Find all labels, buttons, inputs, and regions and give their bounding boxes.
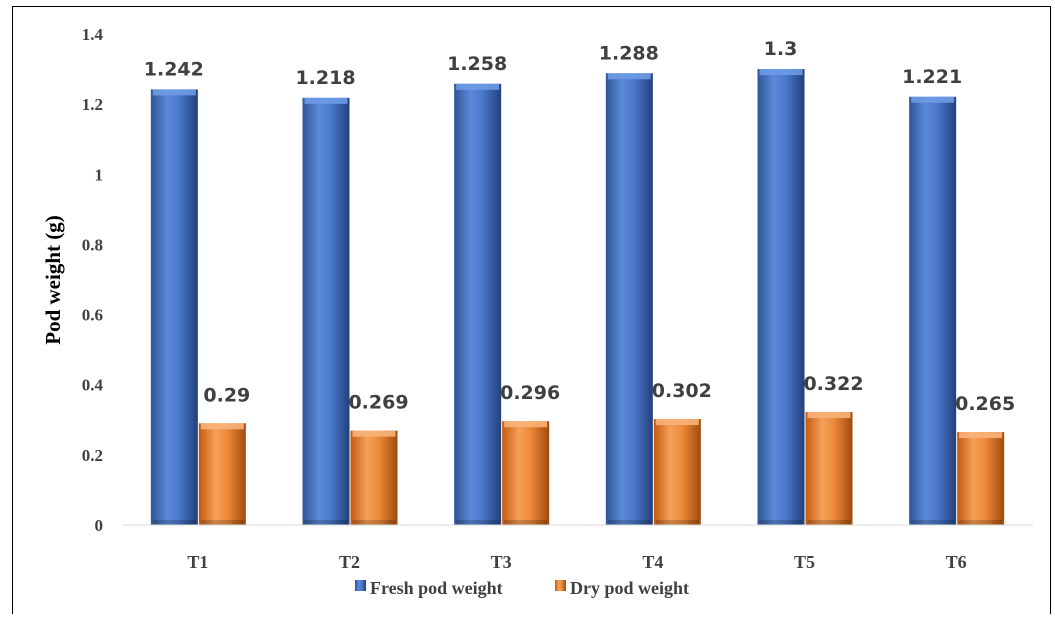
bar-top-bevel: [304, 97, 348, 104]
bar-top-bevel: [655, 419, 699, 426]
data-label: 1.242: [144, 58, 204, 80]
y-tick-label: 1.2: [82, 95, 103, 114]
bar-top-bevel: [959, 432, 1003, 439]
y-axis-label: Pod weight (g): [41, 215, 65, 345]
bar-dry-pod-weight: [502, 421, 550, 525]
bars-group: [150, 69, 1005, 526]
data-label: 0.296: [500, 382, 560, 404]
bar-top-bevel: [911, 96, 955, 103]
legend-swatch: [555, 580, 566, 591]
data-label: 0.322: [803, 373, 863, 395]
x-tick-label: T2: [339, 552, 360, 572]
bar-top-bevel: [504, 421, 548, 428]
y-tick-label: 0.4: [82, 376, 104, 395]
legend-label: Dry pod weight: [570, 578, 689, 598]
legend-label: Fresh pod weight: [370, 578, 503, 598]
y-axis: 0 0.2 0.4 0.6 0.8 1 1.2 1.4: [82, 25, 104, 535]
y-tick-label: 0: [95, 516, 104, 535]
bar-fresh-pod-weight: [454, 83, 502, 526]
bar-dry-pod-weight: [198, 423, 246, 525]
data-label: 0.269: [348, 392, 408, 414]
data-label: 1.218: [295, 67, 355, 89]
data-label: 0.265: [955, 393, 1015, 415]
y-tick-label: 1.4: [82, 25, 104, 44]
data-label: 1.3: [764, 38, 798, 60]
bar-bottom-bevel: [807, 520, 851, 525]
y-tick-label: 0.8: [82, 235, 103, 254]
bar-bottom-bevel: [655, 520, 699, 525]
x-tick-label: T5: [794, 552, 815, 572]
bar-bottom-bevel: [352, 520, 396, 525]
y-tick-label: 1: [95, 165, 104, 184]
bar-top-bevel: [200, 423, 244, 430]
bar-top-bevel: [607, 73, 651, 80]
bar-bottom-bevel: [304, 520, 348, 525]
x-tick-label: T3: [491, 552, 512, 572]
bar-bottom-bevel: [152, 520, 196, 525]
bar-top-bevel: [807, 412, 851, 419]
bar-fresh-pod-weight: [302, 97, 350, 525]
bar-bottom-bevel: [759, 520, 803, 525]
bar-top-bevel: [352, 430, 396, 437]
legend: Fresh pod weight Dry pod weight: [355, 578, 689, 598]
bar-top-bevel: [759, 69, 803, 76]
bar-dry-pod-weight: [350, 430, 398, 525]
bar-bottom-bevel: [607, 520, 651, 525]
bar-top-bevel: [456, 83, 500, 90]
bar-fresh-pod-weight: [757, 69, 805, 526]
y-tick-label: 0.2: [82, 446, 103, 465]
data-label: 1.221: [902, 66, 962, 88]
data-label: 1.258: [447, 53, 507, 75]
bar-bottom-bevel: [911, 520, 955, 525]
bar-fresh-pod-weight: [150, 89, 198, 526]
bar-dry-pod-weight: [805, 412, 853, 525]
bar-fresh-pod-weight: [909, 96, 957, 525]
bar-bottom-bevel: [200, 520, 244, 525]
data-label: 1.288: [599, 42, 659, 64]
x-tick-label: T6: [946, 552, 967, 572]
data-labels-group: 1.242 0.29 1.218 0.269 1.258 0.296 1.288 0.302 1…: [144, 38, 1015, 415]
x-tick-label: T1: [187, 552, 208, 572]
bar-fresh-pod-weight: [605, 73, 653, 525]
chart-frame: [12, 6, 1051, 614]
data-label: 0.29: [203, 384, 250, 406]
bar-top-bevel: [152, 89, 196, 96]
bar-dry-pod-weight: [653, 419, 701, 525]
bar-bottom-bevel: [456, 520, 500, 525]
bar-bottom-bevel: [959, 520, 1003, 525]
x-axis: T1 T2 T3 T4 T5 T6: [187, 552, 966, 572]
bar-dry-pod-weight: [957, 432, 1005, 525]
y-tick-label: 0.6: [82, 306, 103, 325]
x-tick-label: T4: [642, 552, 663, 572]
bar-bottom-bevel: [504, 520, 548, 525]
data-label: 0.302: [652, 380, 712, 402]
legend-swatch: [355, 580, 366, 591]
